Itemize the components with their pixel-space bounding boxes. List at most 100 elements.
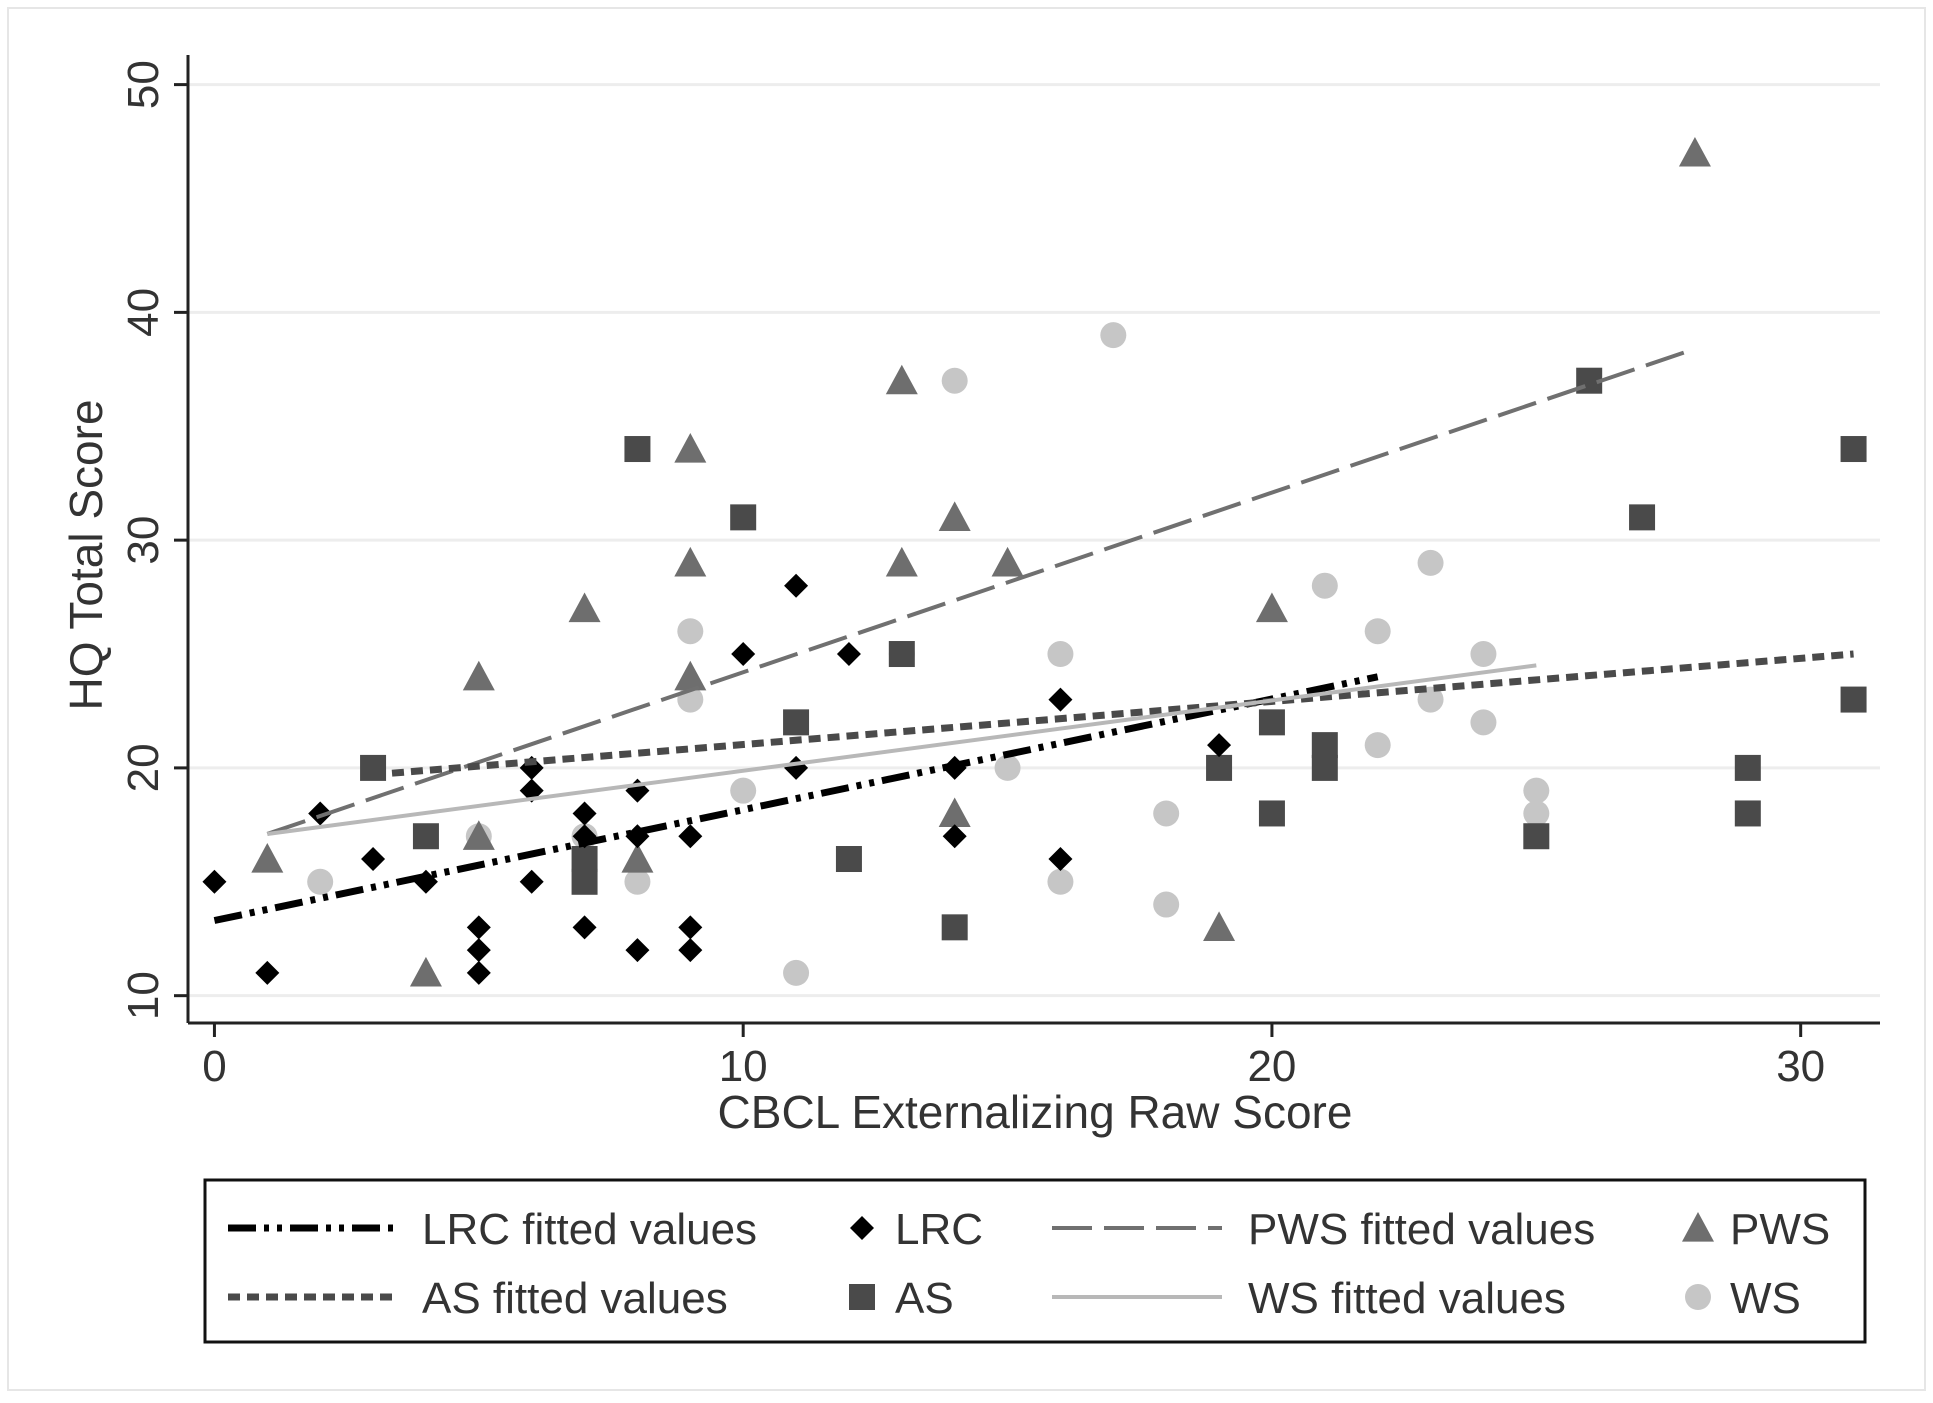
y-tick-label: 30: [119, 516, 168, 565]
point-PWS: [462, 660, 495, 691]
point-WS: [1417, 686, 1444, 713]
point-PWS: [251, 843, 284, 873]
point-LRC: [731, 642, 756, 667]
point-LRC: [678, 915, 703, 940]
series-PWS: [251, 136, 1711, 987]
plot-area: [188, 55, 1880, 1023]
point-WS: [307, 868, 334, 895]
point-PWS: [885, 364, 918, 395]
point-WS: [783, 959, 810, 986]
point-AS: [941, 914, 968, 941]
point-WS: [730, 777, 757, 804]
point-WS: [1523, 800, 1550, 827]
point-LRC: [572, 915, 597, 940]
point-LRC: [625, 938, 650, 963]
point-WS: [1047, 641, 1074, 668]
point-LRC: [784, 573, 809, 598]
point-AS: [835, 846, 862, 873]
point-PWS: [674, 546, 707, 577]
point-LRC: [361, 847, 386, 872]
point-WS: [1364, 618, 1391, 645]
legend-label: AS fitted values: [422, 1274, 728, 1323]
point-WS: [1153, 891, 1180, 918]
point-LRC: [255, 960, 280, 985]
x-tick-label: 10: [719, 1042, 768, 1091]
point-PWS: [462, 820, 495, 850]
x-tick-label: 0: [202, 1042, 226, 1091]
point-LRC: [202, 869, 227, 894]
point-WS: [1311, 572, 1338, 599]
legend-item-LRC-line: LRC fitted values: [228, 1205, 757, 1254]
point-WS: [1100, 322, 1127, 349]
y-axis-title: HQ Total Score: [60, 399, 112, 710]
point-AS: [783, 709, 810, 736]
fitted-line-LRC: [213, 673, 1379, 924]
x-axis-title: CBCL Externalizing Raw Score: [718, 1086, 1353, 1138]
point-AS: [1840, 436, 1867, 463]
point-AS: [624, 436, 651, 463]
point-PWS: [674, 433, 707, 463]
legend-marker-symbol: [1682, 1212, 1714, 1242]
point-WS: [1417, 549, 1444, 576]
y-tick-label: 40: [119, 288, 168, 337]
legend-label: WS: [1730, 1274, 1801, 1323]
point-PWS: [674, 660, 707, 691]
point-AS: [1311, 754, 1338, 781]
point-AS: [730, 504, 757, 531]
legend-label: LRC fitted values: [422, 1205, 757, 1254]
point-AS: [571, 846, 598, 873]
point-LRC: [678, 824, 703, 849]
point-LRC: [519, 869, 544, 894]
point-LRC: [1048, 687, 1073, 712]
fitted-line-AS: [372, 650, 1854, 779]
point-WS: [1470, 641, 1497, 668]
fitted-line-WS: [267, 663, 1537, 836]
y-tick-label: 10: [119, 971, 168, 1020]
point-LRC: [572, 801, 597, 826]
legend-item-WS-marker: WS: [1685, 1274, 1801, 1323]
point-AS: [1311, 732, 1338, 759]
point-PWS: [938, 797, 971, 828]
point-LRC: [942, 824, 967, 849]
point-AS: [1734, 800, 1761, 827]
point-LRC: [466, 960, 491, 985]
axes: 0 10 20 30 10 20 30 40 50: [119, 55, 1880, 1091]
x-tick-label: 20: [1247, 1042, 1296, 1091]
point-AS: [571, 868, 598, 895]
series-AS: [360, 367, 1867, 941]
legend-item-PWS-marker: PWS: [1682, 1205, 1830, 1254]
point-WS: [1364, 732, 1391, 759]
legend-label: WS fitted values: [1248, 1274, 1566, 1323]
legend-label: AS: [895, 1274, 954, 1323]
point-AS: [1734, 754, 1761, 781]
legend-marker-symbol: [1685, 1284, 1711, 1310]
point-PWS: [1678, 136, 1711, 167]
legend-item-PWS-line: PWS fitted values: [1052, 1205, 1595, 1254]
point-PWS: [991, 546, 1024, 577]
point-LRC: [308, 801, 333, 826]
legend-marker-symbol: [850, 1216, 874, 1240]
point-PWS: [1203, 911, 1236, 941]
legend-label: LRC: [895, 1205, 983, 1254]
point-LRC: [836, 642, 861, 667]
point-WS: [994, 754, 1021, 781]
point-PWS: [938, 501, 971, 531]
point-WS: [1047, 868, 1074, 895]
point-AS: [1258, 800, 1285, 827]
point-PWS: [568, 592, 601, 623]
point-WS: [624, 868, 651, 895]
point-LRC: [466, 938, 491, 963]
point-AS: [1258, 709, 1285, 736]
legend-item-AS-line: AS fitted values: [228, 1274, 728, 1323]
y-tick-label: 20: [119, 743, 168, 792]
point-AS: [888, 641, 915, 668]
legend-box: [203, 1178, 1867, 1344]
point-LRC: [1207, 733, 1232, 758]
legend-item-WS-line: WS fitted values: [1052, 1274, 1566, 1323]
point-PWS: [621, 843, 654, 873]
point-WS: [941, 367, 968, 394]
legend-label: PWS fitted values: [1248, 1205, 1595, 1254]
x-tick-label: 30: [1776, 1042, 1825, 1091]
